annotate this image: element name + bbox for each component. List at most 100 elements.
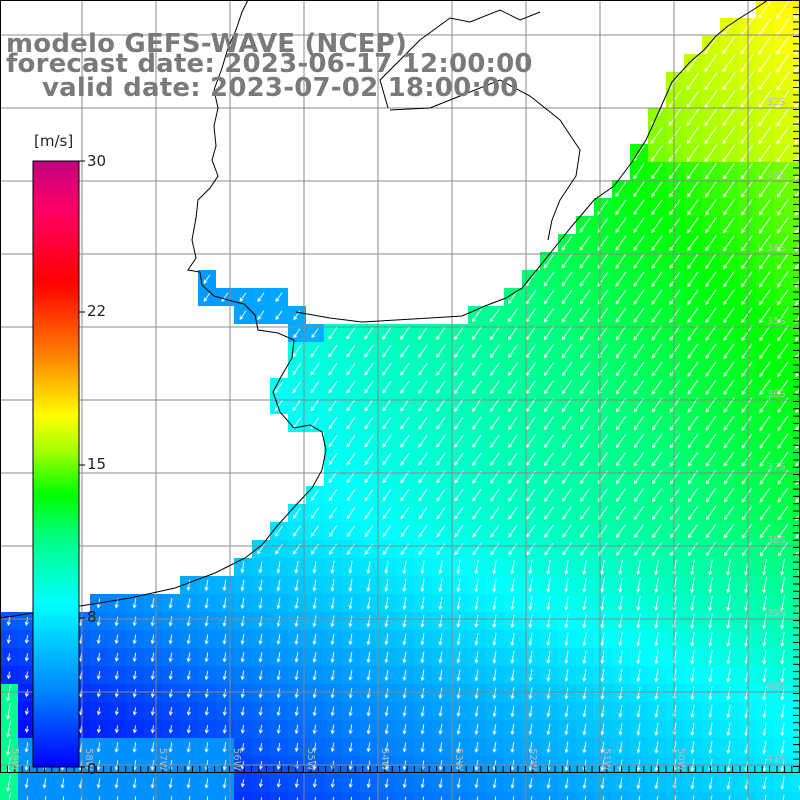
wind-arrow — [654, 668, 659, 683]
wind-arrow — [404, 796, 407, 800]
wind-arrow — [780, 595, 785, 612]
wind-speed-cell — [666, 792, 684, 800]
wind-arrow — [186, 707, 191, 716]
wind-arrow — [382, 380, 392, 394]
wind-arrow — [330, 706, 335, 717]
wind-speed-cell — [792, 234, 800, 252]
wind-speed-cell — [792, 180, 800, 198]
wind-arrow — [615, 217, 627, 233]
wind-arrow — [759, 487, 771, 503]
wind-arrow — [726, 613, 731, 630]
wind-arrow — [310, 381, 320, 394]
wind-arrow — [276, 615, 281, 628]
wind-arrow — [636, 559, 641, 576]
wind-arrow — [777, 289, 789, 306]
wind-arrow — [346, 435, 356, 448]
wind-arrow — [546, 650, 551, 664]
wind-arrow — [670, 542, 680, 557]
wind-arrow — [292, 525, 301, 537]
wind-arrow — [438, 669, 443, 682]
wind-arrow — [472, 398, 482, 412]
wind-arrow — [633, 289, 645, 305]
wind-speed-cell — [342, 792, 360, 800]
wind-arrow — [314, 797, 317, 800]
wind-arrow — [186, 742, 191, 753]
wind-arrow — [222, 652, 227, 663]
wind-speed-cell — [684, 792, 702, 800]
wind-arrow — [741, 415, 753, 431]
wind-arrow — [615, 271, 627, 287]
wind-arrow — [794, 63, 800, 73]
wind-arrow — [186, 670, 191, 681]
wind-arrow — [777, 523, 789, 539]
wind-arrow — [472, 416, 482, 430]
wind-speed-cell — [792, 90, 800, 108]
wind-arrow — [777, 361, 789, 378]
wind-arrow — [740, 144, 754, 163]
wind-speed-cell — [630, 792, 648, 800]
wind-speed-cell — [792, 504, 800, 522]
wind-arrow — [476, 796, 479, 800]
wind-arrow — [741, 505, 753, 521]
wind-arrow — [454, 326, 464, 341]
wind-arrow — [222, 615, 227, 627]
wind-arrow — [705, 235, 717, 252]
wind-arrow — [687, 488, 699, 503]
wind-arrow — [492, 778, 497, 789]
wind-arrow — [132, 742, 137, 753]
wind-arrow — [777, 234, 789, 252]
wind-arrow — [258, 706, 263, 717]
wind-arrow — [384, 778, 389, 789]
wind-arrow — [366, 688, 371, 699]
wind-arrow — [258, 597, 263, 610]
wind-arrow — [777, 325, 789, 342]
wind-arrow — [780, 776, 785, 791]
wind-arrow — [400, 344, 410, 358]
wind-arrow — [741, 217, 753, 234]
wind-arrow — [723, 199, 735, 216]
wind-arrow — [528, 632, 533, 647]
wind-arrow — [132, 598, 137, 609]
wind-arrow — [24, 725, 29, 734]
wind-speed-cell — [792, 360, 800, 378]
wind-arrow — [24, 742, 29, 753]
wind-arrow — [579, 253, 591, 269]
wind-arrow — [366, 724, 371, 735]
wind-arrow — [776, 108, 790, 127]
wind-arrow — [512, 796, 515, 800]
wind-arrow — [114, 689, 119, 698]
wind-arrow — [292, 345, 302, 358]
wind-arrow — [564, 559, 569, 575]
wind-arrow — [275, 292, 283, 303]
wind-arrow — [690, 686, 695, 701]
wind-arrow — [762, 631, 767, 648]
wind-arrow — [633, 343, 645, 359]
wind-arrow — [384, 742, 389, 753]
wind-arrow — [436, 380, 446, 394]
wind-arrow — [723, 469, 735, 485]
wind-arrow — [492, 560, 497, 575]
wind-arrow — [654, 704, 659, 718]
wind-arrow — [312, 633, 317, 646]
wind-arrow — [528, 614, 533, 629]
wind-arrow — [6, 685, 11, 702]
wind-arrow — [418, 434, 428, 448]
wind-arrow — [384, 578, 389, 592]
wind-arrow — [687, 451, 699, 467]
wind-arrow — [438, 778, 443, 789]
wind-arrow — [312, 724, 317, 735]
wind-speed-cell — [792, 486, 800, 504]
wind-arrow — [740, 162, 753, 180]
wind-speed-cell — [792, 396, 800, 414]
wind-arrow — [454, 488, 464, 502]
wind-arrow — [420, 724, 425, 735]
wind-arrow — [6, 721, 11, 738]
wind-arrow — [384, 688, 389, 699]
wind-arrow — [276, 742, 281, 753]
wind-arrow — [312, 597, 317, 610]
wind-arrow — [400, 380, 410, 394]
wind-arrow — [96, 725, 101, 734]
wind-arrow — [366, 597, 371, 610]
wind-arrow — [508, 524, 518, 538]
